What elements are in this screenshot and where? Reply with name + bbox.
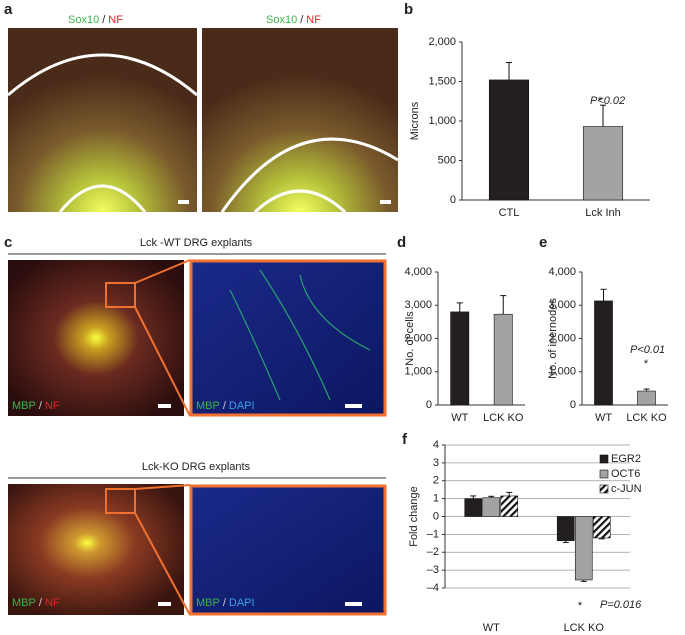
- stain-caption: MBP / DAPI: [196, 597, 255, 609]
- legend-swatch: [599, 454, 609, 464]
- stain-caption: MBP / NF: [12, 597, 60, 609]
- bar: [592, 516, 611, 539]
- annotation: P<0.01: [630, 344, 665, 356]
- y-tick-label: 1,000: [428, 115, 456, 127]
- micrograph: [189, 484, 387, 616]
- micrograph: [8, 259, 191, 417]
- legend-label: c-JUN: [611, 483, 642, 495]
- stain-caption: MBP / DAPI: [196, 400, 255, 412]
- y-axis-label: Fold change: [408, 486, 420, 547]
- y-tick-label: 0: [570, 399, 576, 411]
- y-tick-label: 2,000: [548, 332, 576, 344]
- bar: [493, 313, 513, 406]
- group-title: Lck -WT DRG explants: [140, 237, 253, 249]
- legend-label: OCT6: [611, 468, 640, 480]
- y-tick-label: 1,000: [404, 366, 432, 378]
- y-tick-label: 2: [433, 475, 439, 487]
- y-tick-label: 1,000: [548, 366, 576, 378]
- y-tick-label: 3,000: [404, 299, 432, 311]
- x-tick-label: LCK KO: [483, 412, 524, 424]
- annotation: P<0.02: [590, 95, 625, 107]
- stain-caption: Sox10/NF: [68, 14, 123, 26]
- group-title: Lck-KO DRG explants: [142, 461, 251, 473]
- y-tick-label: 1,500: [428, 75, 456, 87]
- panel-label: a: [4, 1, 13, 18]
- y-axis-label: No. of cells: [404, 311, 416, 366]
- x-tick-label: WT: [595, 412, 612, 424]
- legend-swatch: [599, 469, 609, 479]
- bar: [582, 126, 624, 201]
- y-tick-label: 4,000: [548, 266, 576, 278]
- y-tick-label: 0: [426, 399, 432, 411]
- panel-label: e: [539, 234, 547, 251]
- bar: [637, 390, 656, 406]
- y-tick-label: 4: [433, 439, 439, 451]
- x-tick-label: LCK KO: [626, 412, 667, 424]
- legend-label: EGR2: [611, 453, 641, 465]
- y-tick-label: 3,000: [548, 299, 576, 311]
- stain-caption: Sox10/NF: [266, 14, 321, 26]
- x-tick-label: Lck Inh: [585, 207, 620, 219]
- bar: [482, 497, 501, 517]
- panel-label: b: [404, 1, 413, 18]
- bar: [594, 300, 613, 406]
- y-axis-label: No. of inernodes: [547, 298, 559, 379]
- bar: [500, 495, 519, 517]
- annotation-star: *: [644, 358, 649, 370]
- y-tick-label: 2,000: [428, 36, 456, 48]
- y-tick-label: –1: [427, 528, 439, 540]
- stain-caption: MBP / NF: [12, 400, 60, 412]
- micrograph: [189, 259, 387, 417]
- bar: [464, 498, 483, 517]
- micrograph: [8, 484, 191, 616]
- micrograph: [202, 28, 399, 214]
- bar: [488, 79, 530, 201]
- bar: [556, 516, 575, 541]
- y-tick-label: 4,000: [404, 266, 432, 278]
- bar: [574, 516, 593, 581]
- x-tick-label: CTL: [499, 207, 520, 219]
- micrograph: [7, 28, 198, 213]
- annotation-star: *: [598, 95, 603, 107]
- y-tick-label: 500: [438, 154, 456, 166]
- y-tick-label: 2,000: [404, 332, 432, 344]
- y-tick-label: –4: [427, 582, 439, 594]
- annotation: P=0.016: [600, 599, 642, 611]
- y-tick-label: 3: [433, 457, 439, 469]
- y-tick-label: –3: [427, 564, 439, 576]
- x-tick-label: WT: [451, 412, 468, 424]
- y-tick-label: 0: [433, 510, 439, 522]
- x-tick-label: LCK KO: [564, 622, 605, 634]
- annotation-star: *: [578, 600, 583, 612]
- legend-swatch: [599, 484, 609, 494]
- y-tick-label: 0: [450, 194, 456, 206]
- y-tick-label: –2: [427, 546, 439, 558]
- y-axis-label: Microns: [409, 101, 421, 140]
- y-tick-label: 1: [433, 493, 439, 505]
- panel-label: c: [4, 234, 12, 251]
- panel-label: d: [397, 234, 406, 251]
- bar: [450, 311, 470, 406]
- panel-label: f: [402, 431, 408, 448]
- x-tick-label: WT: [483, 622, 500, 634]
